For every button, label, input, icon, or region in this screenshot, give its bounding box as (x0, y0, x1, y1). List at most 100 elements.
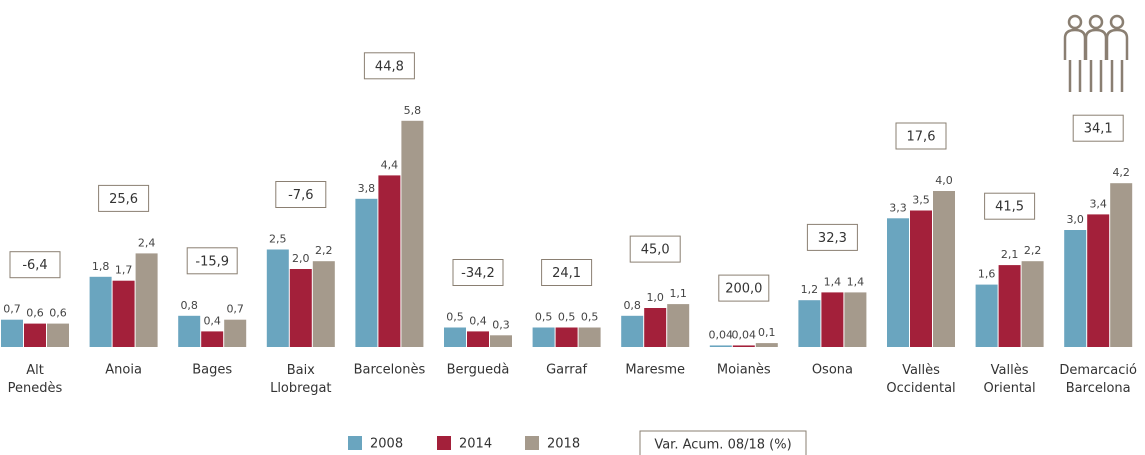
value-label: 2,5 (269, 233, 287, 246)
variation-label: 44,8 (375, 59, 404, 74)
legend-label: Var. Acum. 08/18 (%) (654, 438, 791, 453)
variation-label: 200,0 (725, 282, 762, 297)
x-tick-label: Maresme (625, 363, 685, 378)
value-label: 0,4 (203, 314, 221, 327)
value-label: 3,0 (1066, 213, 1084, 226)
legend-swatch (437, 436, 451, 450)
value-label: 0,8 (180, 299, 198, 312)
variation-label: 32,3 (818, 231, 847, 246)
bar (887, 218, 909, 347)
variation-box (186, 247, 238, 275)
value-label: 0,5 (581, 311, 599, 324)
x-tick-label: Berguedà (447, 363, 510, 378)
value-label: 1,4 (824, 275, 842, 288)
bar (24, 323, 46, 347)
legend-swatch (525, 436, 539, 450)
value-label: 0,7 (3, 303, 21, 316)
variation-box (541, 259, 593, 286)
bar (709, 345, 732, 347)
bar (910, 210, 932, 347)
value-label: 0,6 (49, 307, 67, 320)
bar (355, 198, 378, 347)
bar (444, 327, 466, 347)
bar (401, 120, 424, 347)
bar (667, 304, 690, 347)
value-label: 2,2 (315, 244, 333, 257)
value-label: 2,2 (1024, 244, 1042, 257)
value-label: 4,0 (935, 174, 953, 187)
bar (201, 331, 224, 347)
bar (798, 300, 821, 347)
bar (998, 265, 1021, 347)
value-label: 3,8 (358, 182, 376, 195)
bar (1064, 230, 1087, 347)
bar (112, 280, 135, 347)
x-tick-label: Garraf (546, 363, 587, 378)
value-label: 1,0 (646, 291, 664, 304)
value-label: 1,7 (115, 264, 133, 277)
variation-label: 41,5 (995, 200, 1024, 215)
bar (644, 308, 667, 347)
bar (532, 327, 555, 347)
variation-label: -34,2 (461, 266, 495, 281)
value-label: 2,1 (1001, 248, 1019, 261)
bar (1, 319, 23, 347)
variation-label: -6,4 (22, 258, 47, 273)
value-label: 0,3 (492, 318, 510, 331)
legend-label: 2014 (459, 437, 492, 452)
bar (732, 345, 755, 347)
bar (312, 261, 335, 347)
bar (135, 253, 158, 347)
variation-box (452, 259, 504, 286)
variation-label: 17,6 (907, 130, 936, 145)
x-tick-label: Demarcació Barcelona (1059, 363, 1137, 396)
bar (1087, 214, 1110, 347)
x-tick-label: Barcelonès (354, 363, 426, 378)
x-tick-label: Alt Penedès (8, 363, 63, 396)
variation-box (718, 274, 770, 302)
value-label: 0,04 (709, 328, 734, 341)
legend-label: 2008 (370, 437, 403, 452)
bar (578, 327, 601, 347)
variation-label: -15,9 (195, 254, 229, 269)
bar (289, 269, 312, 347)
bar (467, 331, 489, 347)
variation-box (98, 184, 150, 212)
legend-swatch (348, 436, 362, 450)
value-label: 0,8 (623, 299, 641, 312)
value-label: 0,1 (758, 326, 776, 339)
bar (821, 292, 844, 347)
x-tick-label: Bages (192, 363, 232, 378)
bar (1110, 183, 1133, 347)
variation-box (629, 235, 681, 263)
bar (933, 191, 955, 347)
variation-box (806, 223, 858, 251)
value-label: 4,4 (381, 158, 399, 171)
value-label: 0,5 (446, 311, 464, 324)
bar (47, 323, 69, 347)
legend-label: 2018 (547, 437, 580, 452)
variation-label: 34,1 (1084, 122, 1113, 137)
variation-box (275, 181, 327, 208)
bar (378, 175, 401, 347)
value-label: 4,2 (1112, 166, 1130, 179)
value-label: 3,3 (889, 201, 907, 214)
value-label: 1,4 (847, 275, 865, 288)
x-tick-label: Moianès (717, 363, 771, 378)
variation-box (895, 122, 947, 150)
value-label: 1,2 (801, 283, 819, 296)
bar (844, 292, 867, 347)
x-tick-label: Osona (812, 363, 853, 378)
bar (178, 315, 201, 347)
value-label: 5,8 (404, 104, 422, 117)
variation-label: 24,1 (552, 266, 581, 281)
x-tick-label: Baix Llobregat (270, 363, 331, 396)
variation-label: 45,0 (641, 243, 670, 258)
bar (975, 284, 998, 347)
value-label: 2,0 (292, 252, 310, 265)
people-icon (1063, 14, 1129, 92)
value-label: 0,7 (226, 303, 244, 316)
x-tick-label: Vallès Occidental (886, 363, 955, 396)
variation-box (984, 192, 1036, 220)
